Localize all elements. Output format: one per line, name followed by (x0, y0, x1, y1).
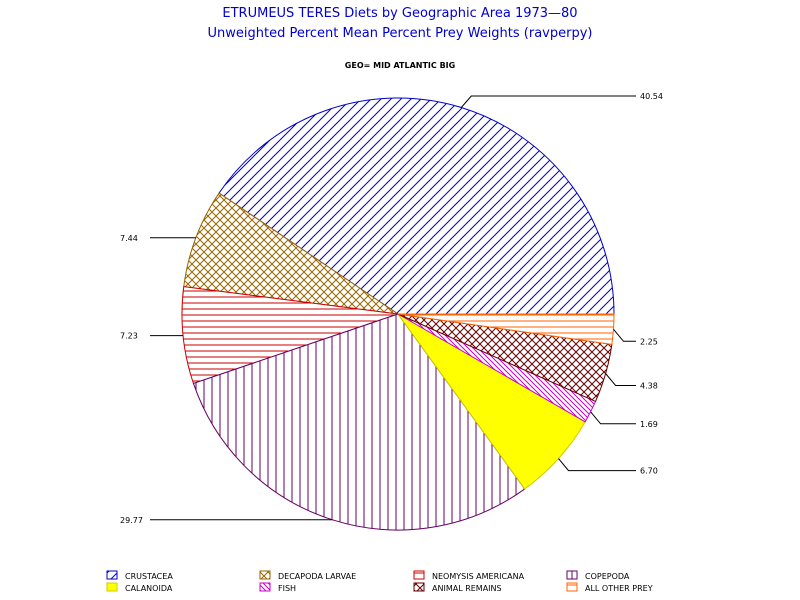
group-label: GEO= MID ATLANTIC BIG (345, 61, 455, 70)
pie-slice-neomysis-americana (181, 286, 399, 385)
legend-label: CALANOIDA (125, 584, 173, 593)
legend-label: ALL OTHER PREY (585, 584, 653, 593)
slice-value-label: 6.70 (640, 467, 658, 476)
leader-line (613, 328, 636, 342)
slice-value-label: 2.25 (640, 337, 658, 346)
legend-swatch (566, 582, 578, 592)
slice-value-label: 4.38 (640, 382, 658, 391)
legend-swatch (259, 582, 271, 592)
slice-labels: 40.54 7.44 7.23 29.77 6.70 1.69 4.38 2.25 (120, 92, 663, 525)
legend-swatch (413, 570, 425, 580)
leader-line (460, 95, 636, 108)
legend-swatch (413, 582, 425, 592)
legend-label: NEOMYSIS AMERICANA (432, 572, 525, 581)
pie-slice-all-other-prey (397, 313, 615, 345)
legend-item: ALL OTHER PREY (566, 582, 653, 593)
legend: CRUSTACEA DECAPODA LARVAE NEOMYSIS AMERICA… (106, 570, 653, 593)
legend-item: CRUSTACEA (106, 570, 173, 581)
legend-swatch (566, 570, 578, 580)
legend-swatch (106, 570, 118, 580)
legend-item: NEOMYSIS AMERICANA (413, 570, 525, 581)
slice-value-label: 40.54 (640, 92, 663, 101)
pie-slices (181, 97, 615, 531)
slice-value-label: 29.77 (120, 516, 143, 525)
legend-item: CALANOIDA (106, 582, 173, 593)
pie-slice-copepoda (192, 313, 526, 531)
legend-item: COPEPODA (566, 570, 630, 581)
legend-label: COPEPODA (585, 572, 630, 581)
slice-value-label: 7.23 (120, 332, 138, 341)
legend-swatch (259, 570, 271, 580)
chart-subtitle: Unweighted Percent Mean Percent Prey Wei… (208, 26, 593, 41)
legend-item: ANIMAL REMAINS (413, 582, 502, 593)
leader-line (558, 458, 636, 472)
pie-slice-decapoda-larvae (183, 192, 399, 315)
slice-value-label: 1.69 (640, 420, 658, 429)
legend-item: FISH (259, 582, 296, 593)
slice-value-label: 7.44 (120, 234, 138, 243)
legend-label: CRUSTACEA (125, 572, 173, 581)
legend-swatch (106, 582, 118, 592)
legend-label: DECAPODA LARVAE (278, 572, 356, 581)
leader-line (590, 411, 636, 425)
legend-label: ANIMAL REMAINS (432, 584, 502, 593)
leader-line (605, 373, 636, 386)
chart-title: ETRUMEUS TERES Diets by Geographic Area … (222, 6, 577, 21)
pie-slice-crustacea (218, 97, 615, 315)
legend-item: DECAPODA LARVAE (259, 570, 356, 581)
legend-label: FISH (278, 584, 296, 593)
